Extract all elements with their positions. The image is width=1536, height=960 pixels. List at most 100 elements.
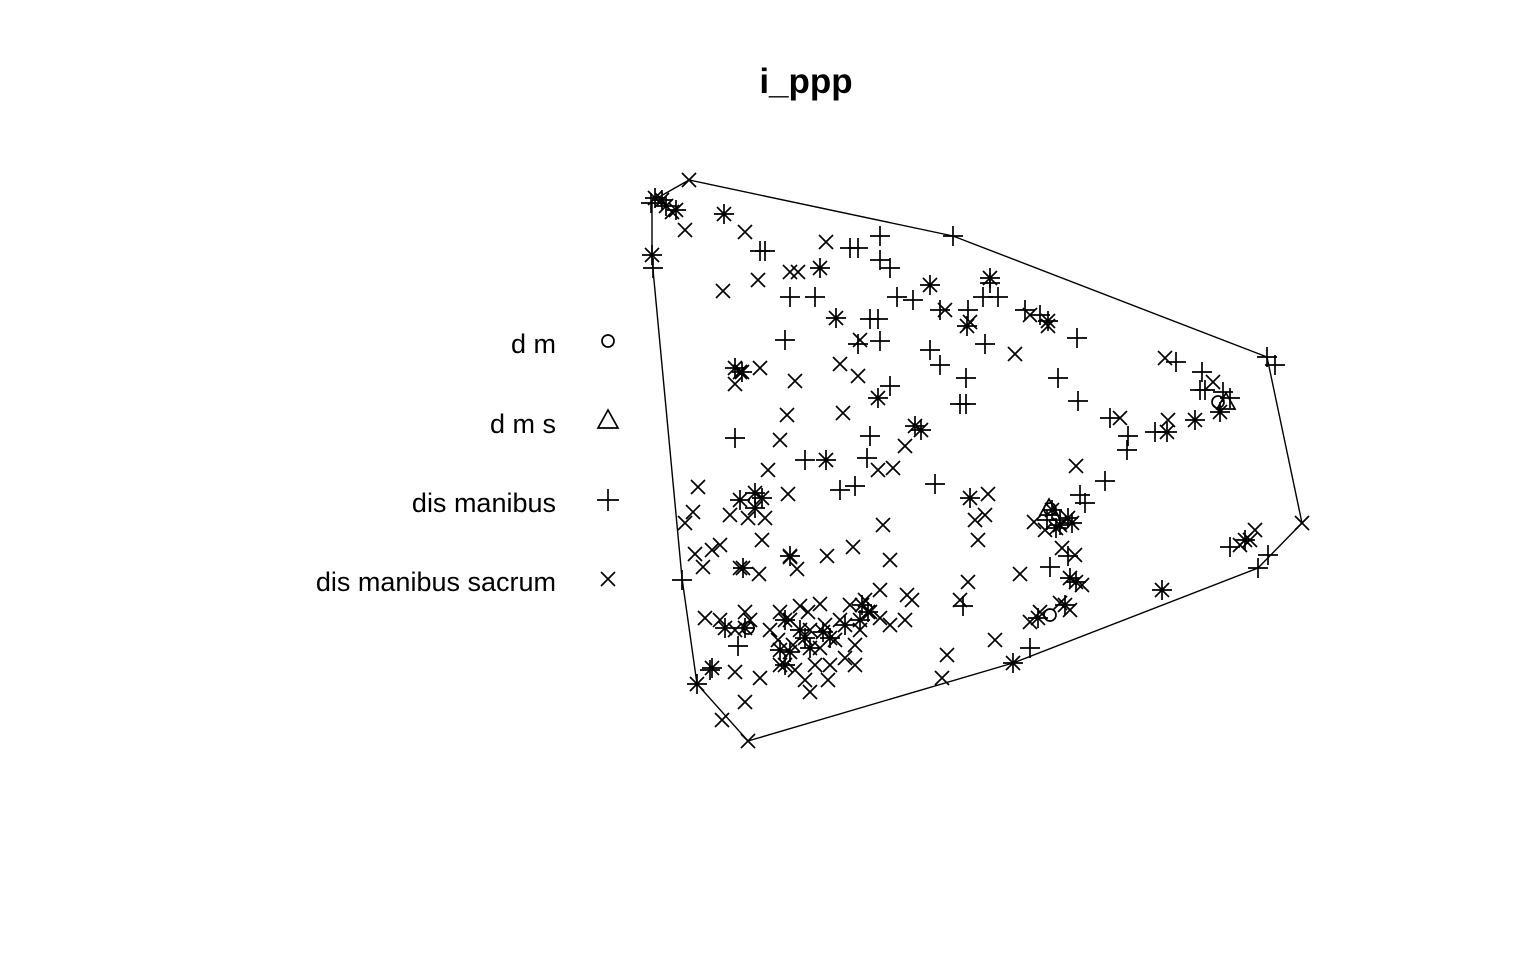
point-cross-mark xyxy=(1160,412,1176,428)
point-plus-mark xyxy=(1220,537,1240,557)
point-asterisk-mark xyxy=(775,610,795,630)
legend-item-dis-manibus-sacrum: dis manibus sacrum xyxy=(316,567,616,597)
point-cross-mark xyxy=(1112,410,1128,426)
point-cross-mark xyxy=(819,548,835,564)
point-cross-mark xyxy=(882,552,898,568)
point-asterisk-mark xyxy=(835,615,855,635)
point-cross-mark xyxy=(1054,540,1070,556)
point-cross-mark xyxy=(837,650,853,666)
point-cross-mark xyxy=(872,582,888,598)
point-cross-mark xyxy=(685,504,701,520)
point-plus-mark xyxy=(728,636,748,656)
point-plus-mark xyxy=(956,368,976,388)
point-asterisk-mark xyxy=(920,275,940,295)
point-cross-mark xyxy=(807,657,823,673)
legend-item-d-m-s: d m s xyxy=(490,408,620,439)
point-plus-mark xyxy=(1192,362,1212,382)
point-cross-mark xyxy=(677,222,693,238)
point-plus-mark xyxy=(1048,368,1068,388)
point-cross-mark xyxy=(787,373,803,389)
point-asterisk-mark xyxy=(850,610,870,630)
point-asterisk-mark xyxy=(732,362,752,382)
point-cross-mark xyxy=(695,559,711,575)
legend-plus-icon xyxy=(597,489,619,511)
point-asterisk-mark xyxy=(652,190,672,210)
point-asterisk-mark xyxy=(1060,568,1080,588)
point-plus-mark xyxy=(880,376,900,396)
point-asterisk-mark xyxy=(980,268,1000,288)
point-triangle-mark xyxy=(1038,497,1060,516)
point-cross-mark xyxy=(835,405,851,421)
point-cross-mark xyxy=(737,224,753,240)
point-asterisk-mark xyxy=(725,358,745,378)
point-plus-mark xyxy=(1075,493,1095,513)
point-asterisk-mark xyxy=(810,258,830,278)
legend-circle-icon xyxy=(601,334,615,348)
point-cross-mark xyxy=(714,712,730,728)
point-asterisk-mark xyxy=(666,200,686,220)
legend-triangle-icon xyxy=(596,408,620,429)
point-cross-mark xyxy=(904,592,920,608)
point-asterisk-mark xyxy=(1055,595,1075,615)
point-plus-mark xyxy=(1095,471,1115,491)
point-cross-mark xyxy=(845,539,861,555)
point-plus-mark xyxy=(958,300,978,320)
point-asterisk-mark xyxy=(790,620,810,640)
point-plus-mark xyxy=(930,300,950,320)
point-cross-mark xyxy=(832,356,848,372)
point-plus-mark xyxy=(953,596,973,616)
point-asterisk-mark xyxy=(656,196,676,216)
point-asterisk-mark xyxy=(957,316,977,336)
point-cross-mark xyxy=(977,507,993,523)
point-cross-mark xyxy=(939,647,955,663)
point-plus-mark xyxy=(857,448,877,468)
legend-label-dis-manibus: dis manibus xyxy=(412,488,556,518)
legend-label-dis-manibus-sacrum: dis manibus sacrum xyxy=(316,567,556,597)
point-plus-mark xyxy=(725,428,745,448)
point-asterisk-mark xyxy=(858,602,878,622)
point-asterisk-mark xyxy=(1046,518,1066,538)
point-cross-mark xyxy=(1012,566,1028,582)
point-plus-mark xyxy=(956,394,976,414)
point-plus-mark xyxy=(1100,408,1120,428)
point-cross-mark xyxy=(780,486,796,502)
point-plus-mark xyxy=(830,480,850,500)
point-plus-mark xyxy=(1067,328,1087,348)
point-plus-mark xyxy=(870,250,890,270)
point-plus-mark xyxy=(1020,638,1040,658)
point-cross-mark xyxy=(737,694,753,710)
point-plus-mark xyxy=(988,287,1008,307)
point-cross-mark xyxy=(727,664,743,680)
point-cross-mark xyxy=(722,507,738,523)
point-cross-mark xyxy=(952,592,968,608)
point-asterisk-mark xyxy=(816,450,836,470)
point-asterisk-mark xyxy=(1152,580,1172,600)
point-asterisk-mark xyxy=(1003,653,1023,673)
point-plus-mark xyxy=(795,450,815,470)
point-asterisk-mark xyxy=(735,618,755,638)
point-plus-mark xyxy=(1040,557,1060,577)
point-asterisk-mark xyxy=(780,642,800,662)
point-asterisk-mark xyxy=(800,638,820,658)
point-plus-mark xyxy=(755,241,775,261)
point-plus-mark xyxy=(943,226,963,246)
point-marks xyxy=(641,172,1310,749)
point-cross-mark xyxy=(770,632,786,648)
point-cross-mark xyxy=(967,512,983,528)
point-cross-mark xyxy=(751,566,767,582)
point-cross-mark xyxy=(789,561,805,577)
point-plus-mark xyxy=(780,287,800,307)
point-cross-mark xyxy=(885,460,901,476)
point-cross-mark xyxy=(790,264,806,280)
legend-item-d-m: d m xyxy=(511,329,615,359)
point-asterisk-mark xyxy=(780,546,800,566)
point-cross-mark xyxy=(727,622,743,638)
point-cross-mark xyxy=(792,598,808,614)
point-cross-mark xyxy=(987,632,1003,648)
point-plus-mark xyxy=(880,258,900,278)
point-cross-mark xyxy=(779,407,795,423)
point-plus-mark xyxy=(643,258,663,278)
point-cross-mark xyxy=(872,610,888,626)
point-plus-mark xyxy=(925,474,945,494)
point-cross-mark xyxy=(797,672,813,688)
